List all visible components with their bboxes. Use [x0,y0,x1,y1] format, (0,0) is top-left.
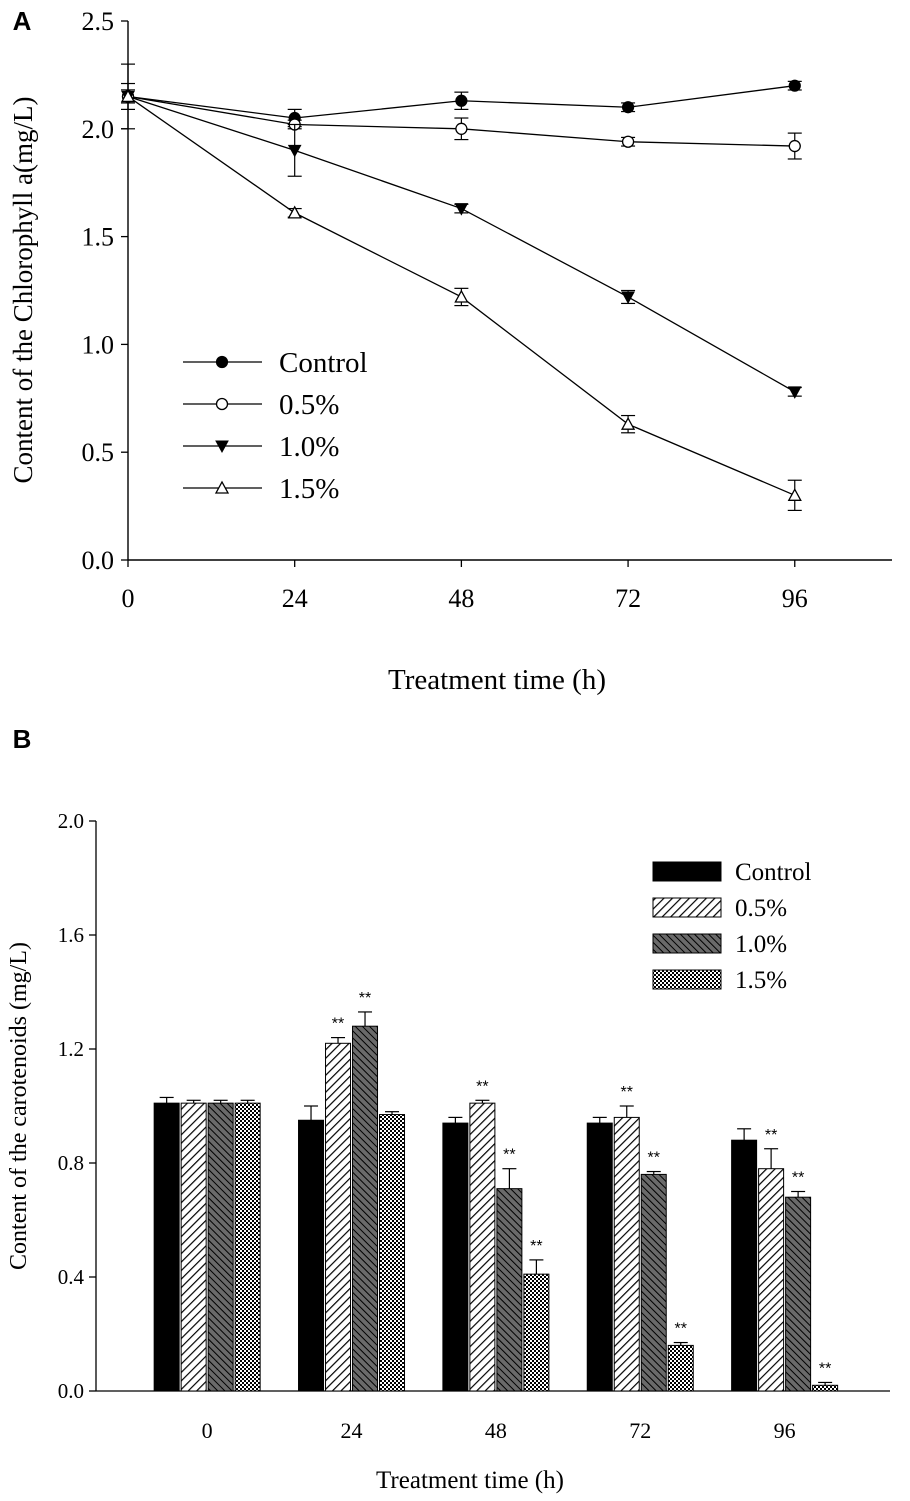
data-point [621,135,635,148]
y-tick-label: 2.0 [82,115,115,144]
y-tick-label: 0.0 [58,1379,84,1403]
data-point [455,94,468,107]
bar [442,1122,469,1392]
y-tick-label: 0.4 [58,1265,85,1289]
bar [234,1102,261,1392]
chart-panel-a: A 0.0 0.5 1.0 1.5 2.0 2.5 0 24 48 72 96 Treatment ti… [8,6,892,696]
bar [496,1188,523,1392]
legend-label: 1.0% [279,431,339,463]
significance-mark: ** [476,1078,488,1095]
x-tick-label: 72 [615,584,641,613]
x-tick-label: 96 [774,1418,796,1443]
legend-swatch [652,933,722,954]
x-axis-title: Treatment time (h) [376,1467,564,1494]
bar [325,1042,352,1392]
y-tick-label: 2.0 [58,809,84,833]
significance-mark: ** [648,1150,660,1167]
data-point [454,289,469,303]
panel-label-b: B [13,724,32,754]
x-tick-label: 24 [341,1418,363,1443]
bar [667,1344,694,1392]
data-point [788,79,801,92]
significance-mark: ** [503,1147,515,1164]
y-tick-label: 1.0 [82,330,115,359]
legend-label: 1.5% [735,967,787,994]
bar [812,1384,839,1392]
legend-marker [215,355,229,369]
bar [352,1025,379,1392]
bar [640,1173,667,1392]
data-point [455,122,468,135]
data-point [287,144,302,158]
y-tick-label: 0.8 [58,1151,84,1175]
data-point [787,487,802,501]
x-tick-label: 48 [485,1418,507,1443]
chart-panel-b: B 0.0 0.4 0.8 1.2 1.6 2.0 0 24 48 72 96 Treatment ti… [6,724,890,1494]
data-point [787,386,802,399]
data-point [788,139,801,153]
significance-mark: ** [792,1170,804,1187]
legend-label: 1.5% [279,473,339,505]
data-point [287,205,302,219]
bar [298,1119,325,1392]
legend-label: 0.5% [735,895,787,922]
bar [180,1102,207,1392]
significance-mark: ** [621,1084,633,1101]
x-axis-title: Treatment time (h) [388,664,606,696]
x-tick-label: 0 [202,1418,213,1443]
legend-label: Control [279,347,368,379]
significance-mark: ** [675,1321,687,1338]
x-tick-label: 48 [448,584,474,613]
y-axis-title: Content of the carotenoids (mg/L) [6,942,32,1270]
significance-mark: ** [530,1238,542,1255]
y-tick-label: 0.0 [82,546,115,575]
y-tick-label: 1.6 [58,923,84,947]
bar [731,1139,758,1392]
legend-marker [214,480,230,494]
bar [523,1273,550,1392]
y-tick-label: 1.2 [58,1037,84,1061]
bar [613,1116,640,1392]
series-line [127,95,796,393]
data-point [621,101,635,114]
significance-mark: ** [332,1016,344,1033]
legend-swatch [652,897,722,918]
significance-mark: ** [359,990,371,1007]
bar [758,1168,785,1392]
bar [207,1102,234,1392]
data-point [454,203,469,216]
bar [153,1102,180,1392]
data-point [621,291,635,305]
x-tick-label: 72 [629,1418,651,1443]
data-point [120,89,136,103]
y-tick-label: 0.5 [82,438,115,467]
legend-label: 0.5% [279,389,339,421]
legend-marker [215,397,229,411]
legend-swatch [652,861,722,882]
y-tick-label: 1.5 [82,223,115,252]
legend-label: 1.0% [735,931,787,958]
bar [379,1114,406,1392]
y-tick-label: 2.5 [82,7,115,36]
legend-label: Control [735,859,811,886]
y-axis-title: Content of the Chlorophyll a(mg/L) [8,97,38,484]
x-tick-label: 96 [782,584,808,613]
bar [469,1102,496,1392]
x-tick-label: 0 [122,584,135,613]
bar [785,1196,812,1392]
significance-mark: ** [765,1127,777,1144]
x-tick-label: 24 [282,584,308,613]
legend-swatch [652,969,722,990]
legend-marker [215,440,229,454]
data-point [620,416,636,430]
bar [586,1122,613,1392]
significance-mark: ** [819,1360,831,1377]
panel-label-a: A [13,6,32,36]
